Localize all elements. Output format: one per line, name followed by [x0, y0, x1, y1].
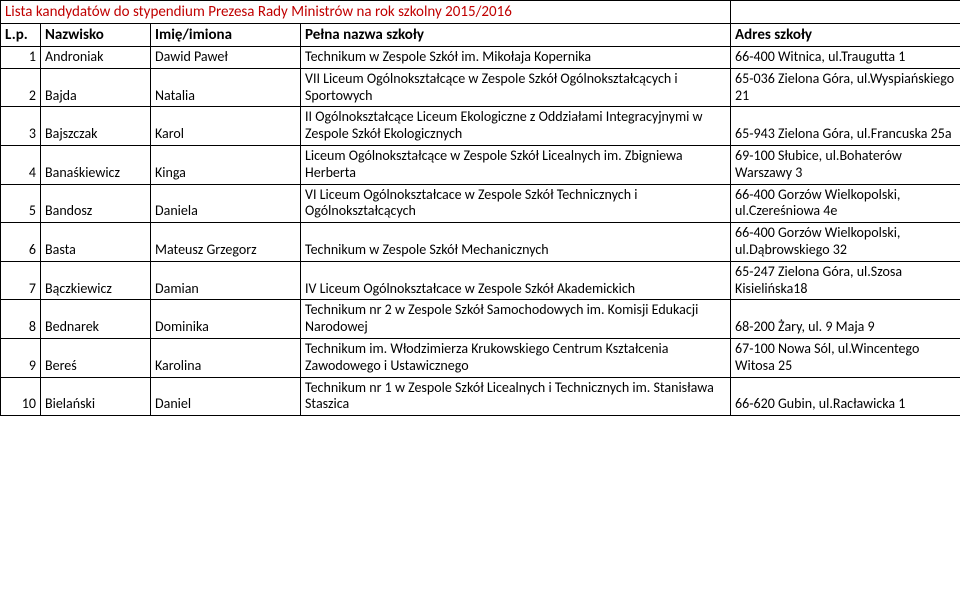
col-lp: L.p. — [1, 24, 41, 47]
cell-lp: 2 — [1, 68, 41, 107]
cell-szkola: Technikum nr 2 w Zespole Szkół Samochodo… — [301, 300, 731, 339]
table-row: 9 Bereś Karolina Technikum im. Włodzimie… — [1, 338, 960, 377]
cell-nazwisko: Bajda — [41, 68, 151, 107]
cell-nazwisko: Bandosz — [41, 184, 151, 223]
candidates-table: Lista kandydatów do stypendium Prezesa R… — [0, 0, 960, 416]
cell-szkola: Liceum Ogólnokształcące w Zespole Szkół … — [301, 145, 731, 184]
table-row: 7 Bączkiewicz Damian IV Liceum Ogólnoksz… — [1, 261, 960, 300]
col-adres: Adres szkoły — [731, 24, 960, 47]
page-title: Lista kandydatów do stypendium Prezesa R… — [1, 1, 731, 24]
cell-imiona: Daniel — [151, 377, 301, 416]
cell-lp: 8 — [1, 300, 41, 339]
cell-szkola: VI Liceum Ogólnokształcace w Zespole Szk… — [301, 184, 731, 223]
cell-adres: 69-100 Słubice, ul.Bohaterów Warszawy 3 — [731, 145, 960, 184]
table-row: 2 Bajda Natalia VII Liceum Ogólnokształc… — [1, 68, 960, 107]
cell-lp: 4 — [1, 145, 41, 184]
cell-imiona: Natalia — [151, 68, 301, 107]
cell-adres: 66-400 Gorzów Wielkopolski, ul.Dąbrowski… — [731, 223, 960, 262]
cell-adres: 67-100 Nowa Sól, ul.Wincentego Witosa 25 — [731, 338, 960, 377]
cell-nazwisko: Bajszczak — [41, 107, 151, 146]
cell-adres: 65-247 Zielona Góra, ul.Szosa Kisielińsk… — [731, 261, 960, 300]
cell-szkola: VII Liceum Ogólnokształcące w Zespole Sz… — [301, 68, 731, 107]
table-row: 10 Bielański Daniel Technikum nr 1 w Zes… — [1, 377, 960, 416]
cell-szkola: IV Liceum Ogólnokształcace w Zespole Szk… — [301, 261, 731, 300]
cell-lp: 1 — [1, 47, 41, 69]
cell-nazwisko: Basta — [41, 223, 151, 262]
cell-imiona: Daniela — [151, 184, 301, 223]
cell-nazwisko: Androniak — [41, 47, 151, 69]
header-row: L.p. Nazwisko Imię/imiona Pełna nazwa sz… — [1, 24, 960, 47]
table-row: 3 Bajszczak Karol II Ogólnokształcące Li… — [1, 107, 960, 146]
cell-lp: 5 — [1, 184, 41, 223]
cell-imiona: Karolina — [151, 338, 301, 377]
cell-imiona: Karol — [151, 107, 301, 146]
table-row: 4 Banaśkiewicz Kinga Liceum Ogólnokształ… — [1, 145, 960, 184]
title-row: Lista kandydatów do stypendium Prezesa R… — [1, 1, 960, 24]
table-row: 5 Bandosz Daniela VI Liceum Ogólnokształ… — [1, 184, 960, 223]
table-row: 1 Androniak Dawid Paweł Technikum w Zesp… — [1, 47, 960, 69]
cell-imiona: Kinga — [151, 145, 301, 184]
cell-imiona: Dawid Paweł — [151, 47, 301, 69]
cell-imiona: Dominika — [151, 300, 301, 339]
cell-adres: 65-036 Zielona Góra, ul.Wyspiańskiego 21 — [731, 68, 960, 107]
cell-imiona: Mateusz Grzegorz — [151, 223, 301, 262]
col-nazwisko: Nazwisko — [41, 24, 151, 47]
cell-nazwisko: Bereś — [41, 338, 151, 377]
cell-lp: 3 — [1, 107, 41, 146]
cell-nazwisko: Bączkiewicz — [41, 261, 151, 300]
cell-szkola: Technikum im. Włodzimierza Krukowskiego … — [301, 338, 731, 377]
cell-szkola: Technikum nr 1 w Zespole Szkół Licealnyc… — [301, 377, 731, 416]
title-empty-cell — [731, 1, 960, 24]
cell-adres: 68-200 Żary, ul. 9 Maja 9 — [731, 300, 960, 339]
cell-adres: 66-400 Gorzów Wielkopolski, ul.Czereśnio… — [731, 184, 960, 223]
cell-nazwisko: Bednarek — [41, 300, 151, 339]
cell-adres: 66-620 Gubin, ul.Racławicka 1 — [731, 377, 960, 416]
cell-lp: 7 — [1, 261, 41, 300]
cell-adres: 66-400 Witnica, ul.Traugutta 1 — [731, 47, 960, 69]
cell-lp: 10 — [1, 377, 41, 416]
cell-imiona: Damian — [151, 261, 301, 300]
table-row: 6 Basta Mateusz Grzegorz Technikum w Zes… — [1, 223, 960, 262]
cell-szkola: Technikum w Zespole Szkół im. Mikołaja K… — [301, 47, 731, 69]
cell-nazwisko: Bielański — [41, 377, 151, 416]
cell-szkola: Technikum w Zespole Szkół Mechanicznych — [301, 223, 731, 262]
cell-lp: 9 — [1, 338, 41, 377]
col-szkola: Pełna nazwa szkoły — [301, 24, 731, 47]
table-row: 8 Bednarek Dominika Technikum nr 2 w Zes… — [1, 300, 960, 339]
cell-adres: 65-943 Zielona Góra, ul.Francuska 25a — [731, 107, 960, 146]
col-imiona: Imię/imiona — [151, 24, 301, 47]
cell-lp: 6 — [1, 223, 41, 262]
cell-szkola: II Ogólnokształcące Liceum Ekologiczne z… — [301, 107, 731, 146]
cell-nazwisko: Banaśkiewicz — [41, 145, 151, 184]
